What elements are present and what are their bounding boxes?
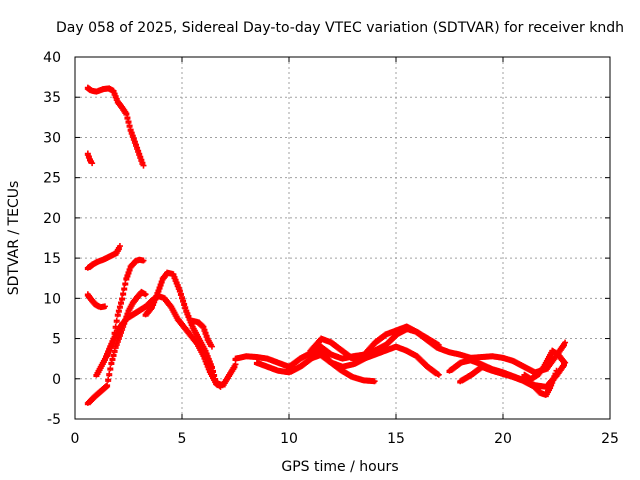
y-tick-label: 5 [52, 332, 61, 348]
data-series-arc-9 [189, 317, 215, 350]
y-tick-label: 25 [43, 171, 61, 187]
data-point [116, 243, 123, 250]
x-tick-label: 0 [71, 431, 80, 447]
data-series-arc-7 [104, 292, 239, 389]
data-series-arc-2 [84, 150, 96, 167]
y-tick-label: 0 [52, 372, 61, 388]
x-tick-label: 25 [601, 431, 619, 447]
data-point [562, 359, 569, 366]
data-point [217, 383, 224, 390]
data-point [140, 257, 147, 264]
data-series-arc-1 [84, 84, 147, 169]
y-tick-label: 30 [43, 130, 61, 146]
x-axis-label: GPS time / hours [281, 459, 398, 475]
y-tick-label: 35 [43, 90, 61, 106]
y-tick-label: -5 [47, 412, 61, 428]
x-tick-label: 15 [387, 431, 405, 447]
axis-ticks: 0 5 10 15 20 25 -5 0 5 10 15 20 25 30 35 40 [43, 50, 619, 447]
chart-title: Day 058 of 2025, Sidereal Day-to-day VTE… [56, 20, 624, 36]
data-point [371, 378, 378, 385]
data-series-arc-15 [457, 363, 560, 398]
y-tick-label: 20 [43, 211, 61, 227]
y-tick-label: 15 [43, 251, 61, 267]
x-tick-label: 20 [494, 431, 512, 447]
plot-frame [74, 56, 611, 420]
data-series-arc-3 [84, 243, 123, 271]
data-point [553, 367, 560, 374]
data-point [142, 291, 149, 298]
data-point [435, 371, 442, 378]
data-point [562, 339, 569, 346]
data-point [140, 162, 147, 169]
y-tick-label: 40 [43, 50, 61, 66]
data-point [208, 343, 215, 350]
data-series-arc-6 [93, 256, 147, 378]
data-series-arc-12 [307, 343, 442, 378]
y-tick-label: 10 [43, 291, 61, 307]
data-point [101, 303, 108, 310]
data-point [435, 341, 442, 348]
data-series-arc-8 [142, 269, 224, 390]
data-series [84, 84, 569, 406]
x-tick-label: 10 [280, 431, 298, 447]
data-series-arc-16 [521, 347, 569, 382]
data-series-arc-4 [84, 291, 108, 311]
data-point [232, 361, 239, 368]
y-axis-label: SDTVAR / TECUs [6, 181, 22, 296]
data-series-arc-13 [307, 323, 442, 362]
x-tick-label: 5 [178, 431, 187, 447]
data-point [89, 160, 96, 167]
